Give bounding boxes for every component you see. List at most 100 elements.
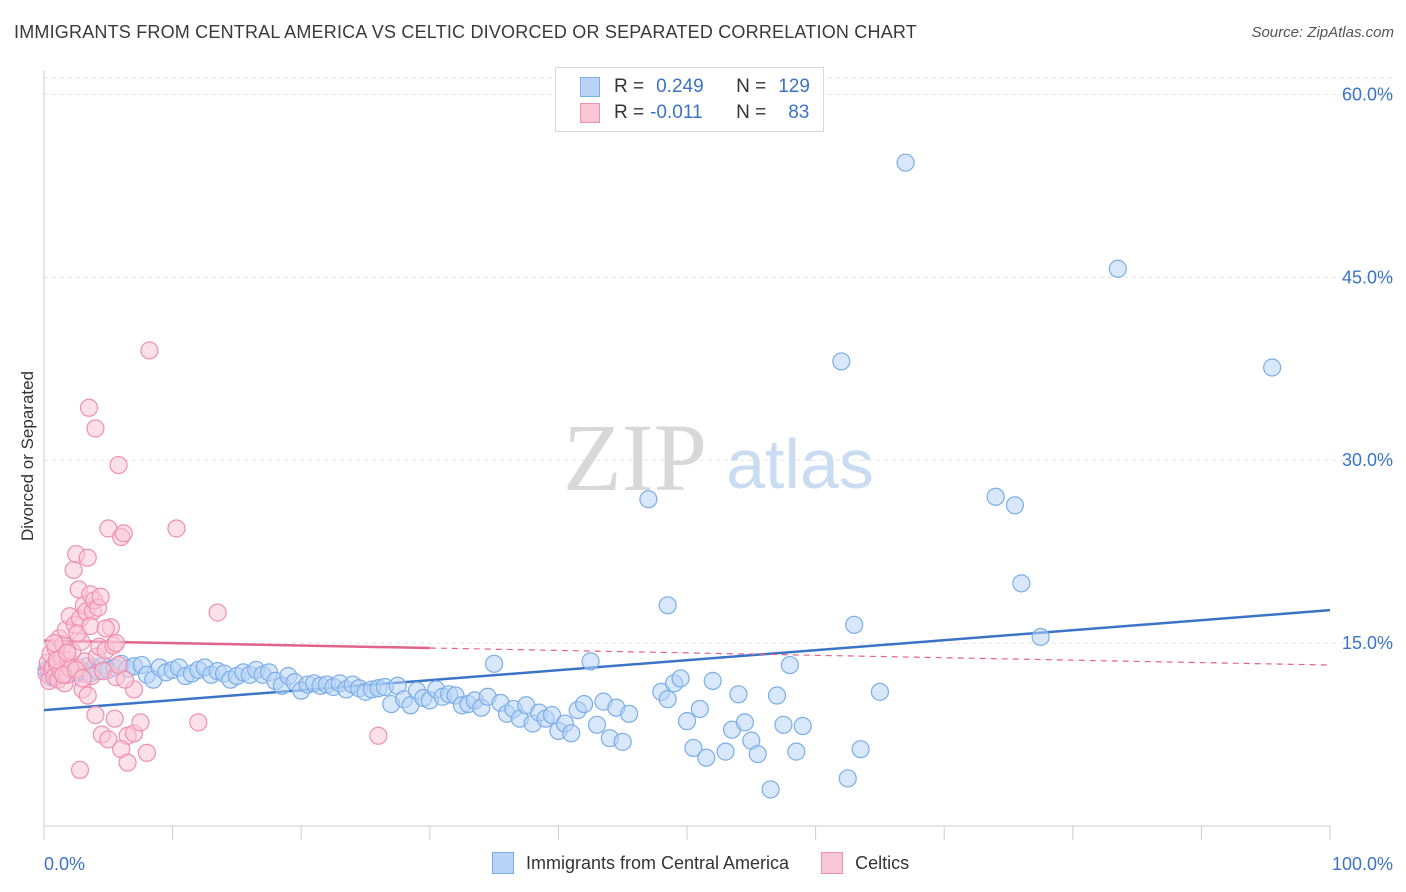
point-celtics bbox=[91, 587, 110, 606]
legend-row-pink: R = -0.011 N = 83 bbox=[580, 101, 809, 125]
point-central-america bbox=[986, 487, 1005, 506]
y-tick-label: 15.0% bbox=[1342, 633, 1393, 653]
point-celtics bbox=[79, 398, 99, 417]
point-celtics bbox=[189, 713, 208, 732]
legend-label-central-america: Immigrants from Central America bbox=[526, 852, 790, 873]
axes bbox=[43, 70, 1331, 840]
r-label: R = bbox=[614, 76, 645, 97]
point-celtics bbox=[114, 524, 133, 543]
point-celtics bbox=[106, 633, 126, 653]
trend-line-celtics-extension bbox=[429, 647, 1331, 666]
legend-label-celtics: Celtics bbox=[855, 852, 910, 873]
point-central-america bbox=[748, 744, 767, 764]
point-central-america bbox=[774, 715, 793, 734]
watermark-zip: ZIP bbox=[563, 404, 707, 511]
point-celtics bbox=[118, 753, 137, 772]
x-tick-label: 0.0% bbox=[44, 854, 85, 874]
point-central-america bbox=[581, 652, 600, 671]
point-central-america bbox=[845, 615, 864, 634]
point-celtics bbox=[78, 548, 97, 567]
point-celtics bbox=[86, 419, 105, 438]
point-central-america bbox=[587, 715, 607, 734]
n-value-blue: 129 bbox=[778, 76, 810, 97]
legend-swatch-pink bbox=[580, 103, 600, 123]
point-central-america bbox=[729, 685, 748, 704]
point-central-america bbox=[793, 716, 812, 736]
grid-lines bbox=[44, 77, 1395, 644]
legend-swatch-celtics bbox=[821, 852, 844, 874]
point-celtics bbox=[70, 760, 90, 780]
point-central-america bbox=[684, 738, 703, 758]
point-central-america bbox=[613, 732, 632, 751]
point-central-america bbox=[787, 742, 806, 761]
point-central-america bbox=[761, 780, 780, 799]
point-celtics bbox=[137, 743, 156, 762]
point-celtics bbox=[64, 560, 83, 580]
point-celtics bbox=[115, 670, 135, 689]
point-central-america bbox=[851, 740, 870, 759]
point-central-america bbox=[697, 748, 716, 767]
point-celtics bbox=[167, 519, 186, 538]
n-label: N = bbox=[736, 76, 767, 97]
point-central-america bbox=[542, 705, 562, 725]
x-tick-label: 100.0% bbox=[1332, 854, 1393, 874]
point-celtics bbox=[86, 705, 105, 725]
watermark-atlas: atlas bbox=[726, 425, 874, 503]
r-label: R = bbox=[614, 102, 645, 123]
point-central-america bbox=[767, 686, 787, 705]
point-central-america bbox=[1005, 496, 1025, 515]
point-central-america bbox=[1012, 574, 1031, 593]
point-central-america bbox=[620, 704, 639, 723]
point-celtics bbox=[58, 643, 77, 662]
point-celtics bbox=[109, 455, 128, 475]
point-celtics bbox=[208, 603, 227, 622]
point-central-america bbox=[658, 596, 677, 615]
point-central-america bbox=[575, 694, 594, 714]
n-label: N = bbox=[736, 102, 767, 123]
point-central-america bbox=[716, 742, 735, 761]
point-central-america bbox=[677, 712, 697, 731]
tick-labels: 15.0% 30.0% 45.0% 60.0% 0.0% 100.0% bbox=[44, 84, 1393, 874]
point-central-america bbox=[896, 153, 915, 172]
point-central-america bbox=[832, 352, 851, 371]
point-celtics bbox=[73, 669, 92, 688]
point-central-america bbox=[639, 490, 658, 509]
point-central-america bbox=[1031, 627, 1050, 647]
chart-title: IMMIGRANTS FROM CENTRAL AMERICA VS CELTI… bbox=[14, 22, 917, 42]
data-points bbox=[37, 153, 1282, 799]
r-value-blue: 0.249 bbox=[656, 76, 704, 97]
point-celtics bbox=[99, 730, 118, 749]
point-celtics bbox=[96, 619, 115, 638]
point-celtics bbox=[45, 633, 64, 653]
point-central-america bbox=[780, 655, 799, 675]
point-celtics bbox=[105, 709, 124, 728]
y-tick-label: 30.0% bbox=[1342, 450, 1393, 470]
point-central-america bbox=[690, 699, 709, 719]
point-celtics bbox=[369, 726, 388, 745]
y-tick-label: 60.0% bbox=[1342, 84, 1393, 104]
n-value-pink: 83 bbox=[788, 102, 810, 123]
y-tick-label: 45.0% bbox=[1342, 267, 1393, 287]
point-celtics bbox=[78, 686, 97, 705]
legend-row-blue: R = 0.249 N = 129 bbox=[580, 75, 810, 99]
legend-swatch-blue bbox=[580, 77, 600, 97]
point-central-america bbox=[671, 669, 690, 688]
point-central-america bbox=[838, 769, 857, 788]
correlation-legend: R = 0.249 N = 129 R = -0.011 N = 83 bbox=[555, 67, 824, 132]
point-central-america bbox=[870, 682, 890, 701]
source-label: Source: ZipAtlas.com bbox=[1251, 24, 1394, 41]
trend-line-central-america bbox=[43, 608, 1331, 712]
point-central-america bbox=[658, 690, 677, 709]
point-central-america bbox=[1263, 358, 1282, 377]
point-central-america bbox=[562, 724, 581, 743]
point-celtics bbox=[140, 341, 159, 360]
point-central-america bbox=[735, 713, 754, 732]
point-celtics bbox=[131, 713, 150, 732]
r-value-pink: -0.011 bbox=[650, 102, 703, 123]
trend-lines bbox=[43, 608, 1331, 712]
series-legend: Immigrants from Central America Celtics bbox=[492, 852, 909, 874]
point-central-america bbox=[485, 654, 504, 673]
legend-swatch-central-america bbox=[492, 852, 514, 874]
point-celtics bbox=[81, 616, 100, 636]
